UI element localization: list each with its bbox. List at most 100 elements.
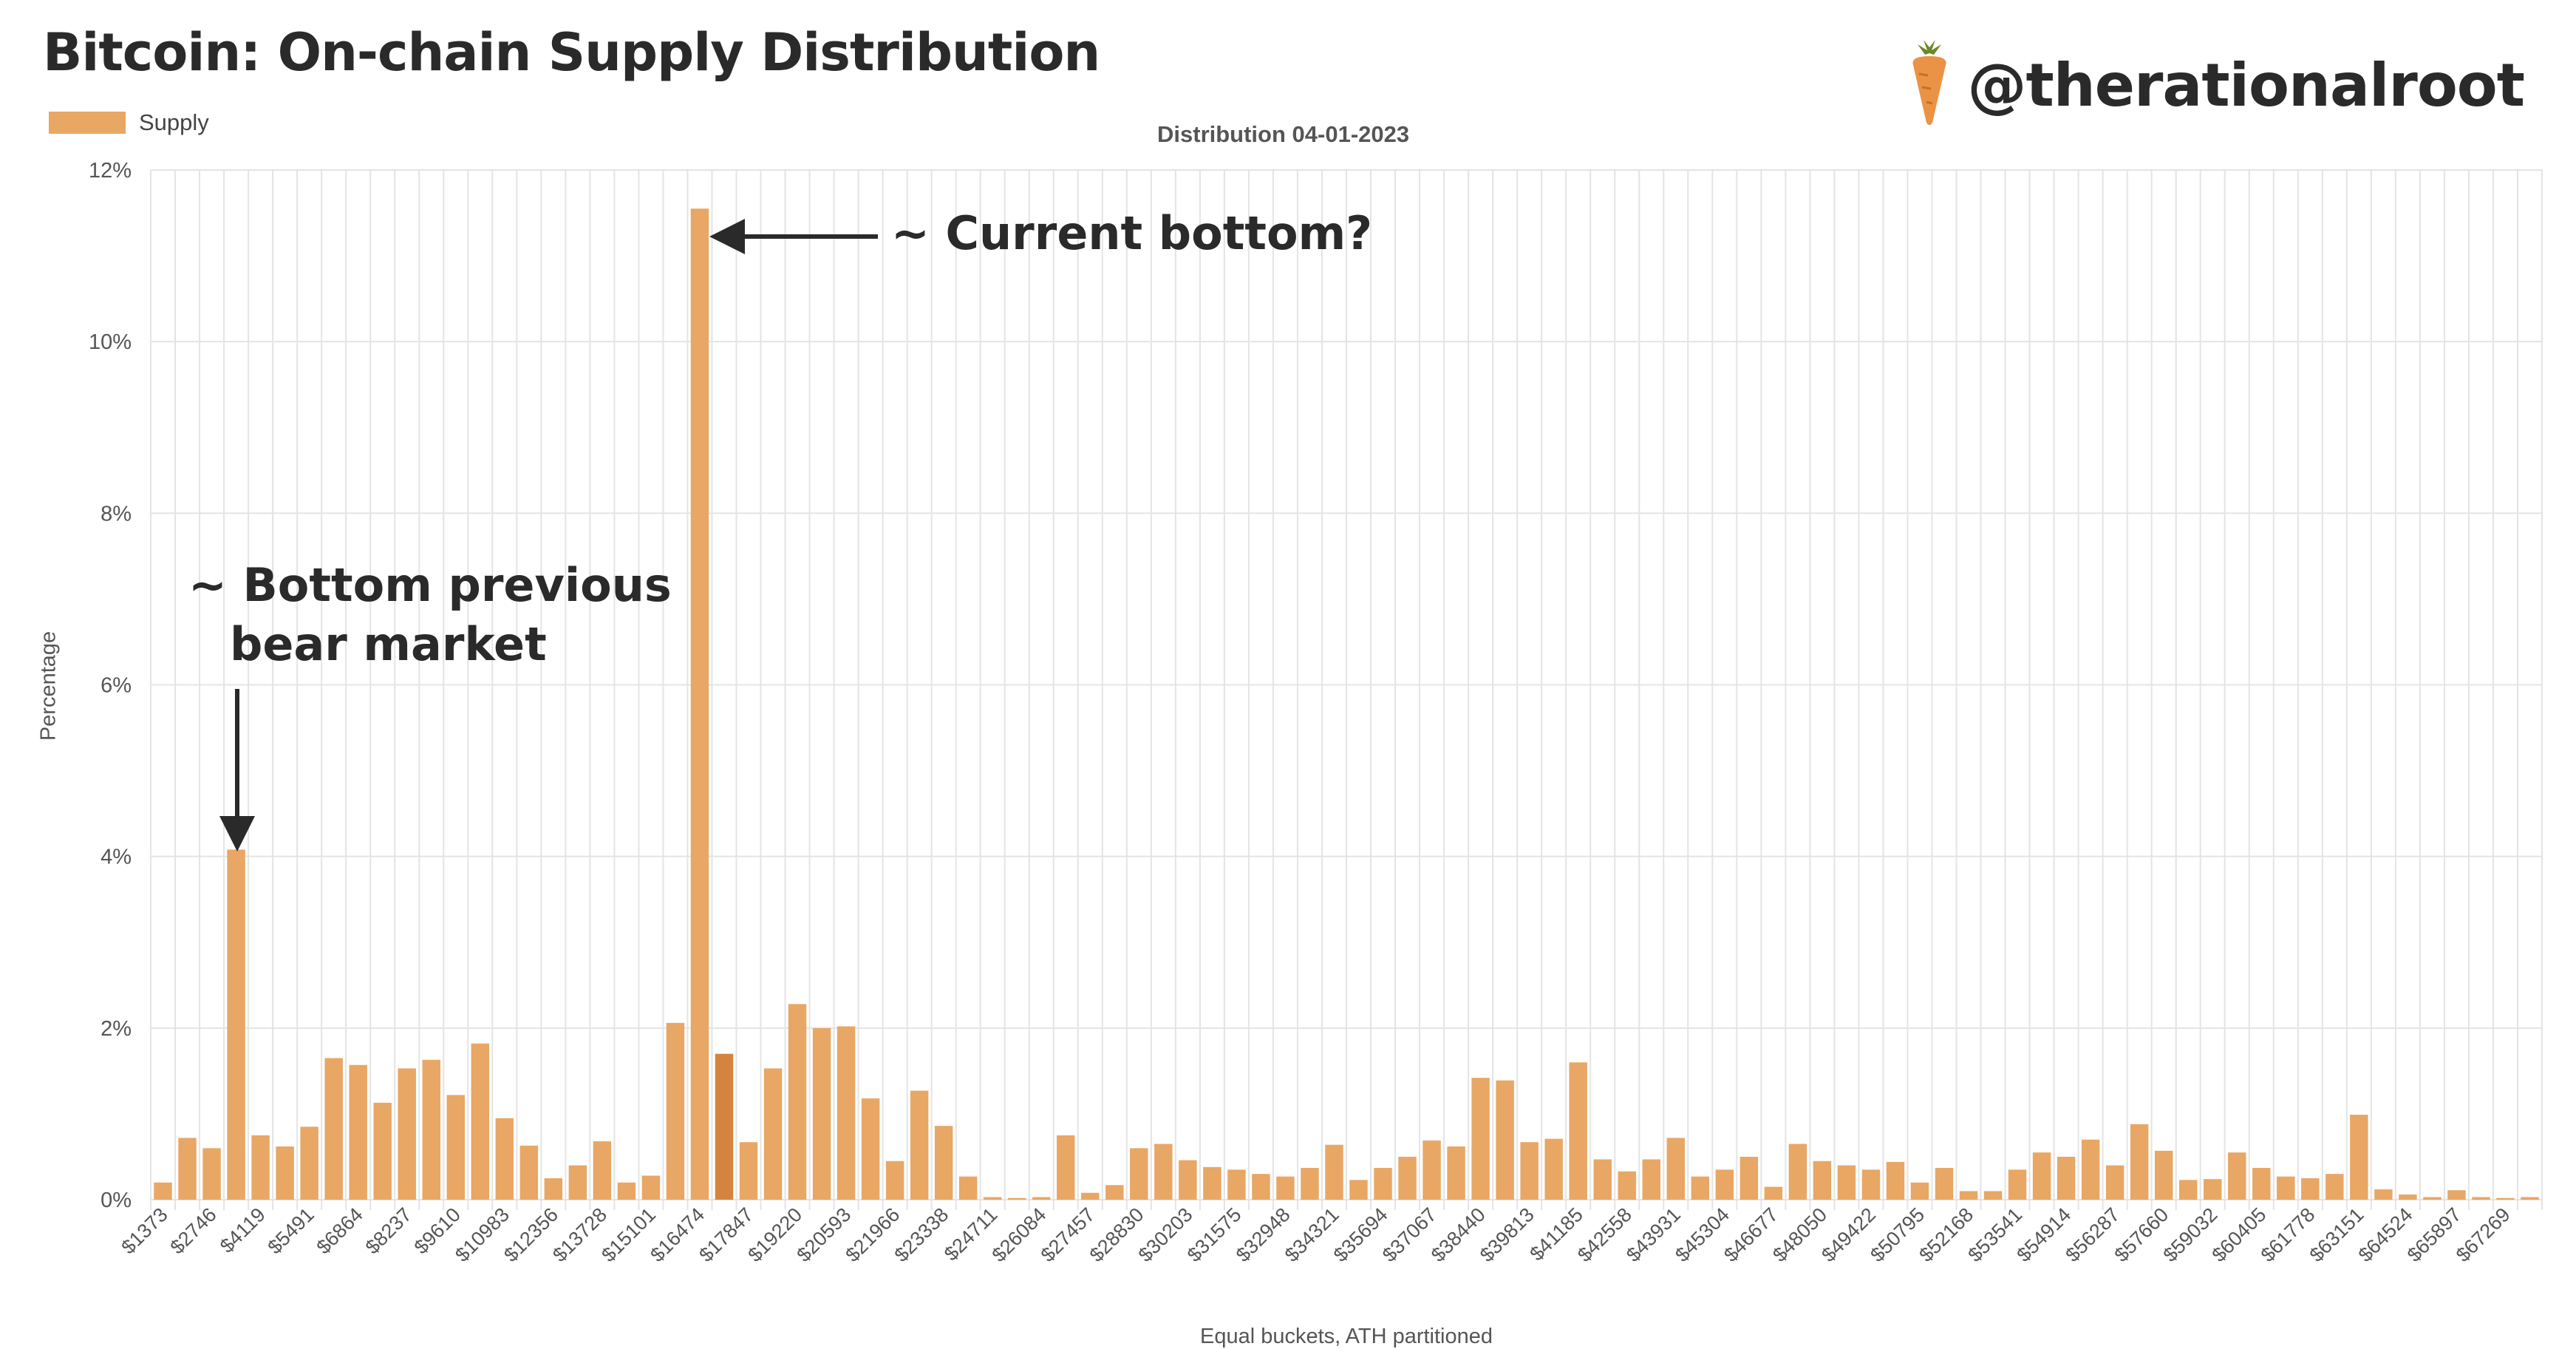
supply-bar[interactable]	[2521, 1197, 2539, 1200]
supply-bar[interactable]	[422, 1059, 440, 1200]
supply-bar[interactable]	[1398, 1156, 1417, 1200]
supply-bar[interactable]	[1447, 1146, 1465, 1200]
supply-bar[interactable]	[1983, 1191, 2003, 1200]
supply-bar[interactable]	[276, 1146, 294, 1200]
supply-bar[interactable]	[861, 1098, 880, 1200]
supply-bar[interactable]	[1788, 1144, 1807, 1200]
supply-bar[interactable]	[2374, 1189, 2393, 1200]
supply-bar[interactable]	[617, 1182, 636, 1200]
supply-bar[interactable]	[568, 1165, 587, 1200]
supply-bar[interactable]	[2057, 1156, 2076, 1200]
supply-bar[interactable]	[763, 1068, 783, 1200]
supply-bar[interactable]	[154, 1182, 172, 1200]
supply-bar[interactable]	[1374, 1168, 1392, 1200]
supply-bar[interactable]	[1422, 1140, 1441, 1200]
supply-bar[interactable]	[2472, 1197, 2490, 1200]
supply-bar[interactable]	[2399, 1195, 2417, 1200]
supply-bar[interactable]	[1276, 1176, 1295, 1200]
supply-bar[interactable]	[1764, 1186, 1783, 1200]
supply-bar[interactable]	[300, 1127, 318, 1200]
supply-bar[interactable]	[1935, 1168, 1954, 1200]
supply-bar[interactable]	[958, 1176, 978, 1200]
supply-bar[interactable]	[715, 1053, 734, 1200]
supply-bar[interactable]	[2496, 1197, 2515, 1200]
supply-bar[interactable]	[934, 1126, 953, 1200]
supply-bar[interactable]	[2008, 1169, 2027, 1200]
supply-bar[interactable]	[227, 849, 245, 1200]
supply-bar[interactable]	[1081, 1192, 1100, 1200]
supply-bar[interactable]	[373, 1102, 392, 1200]
supply-bar[interactable]	[349, 1064, 367, 1200]
supply-bar[interactable]	[1544, 1138, 1563, 1200]
supply-bar[interactable]	[2154, 1150, 2173, 1200]
supply-bar[interactable]	[1666, 1138, 1685, 1200]
supply-bar[interactable]	[2204, 1179, 2222, 1200]
supply-bar[interactable]	[1227, 1169, 1246, 1200]
supply-bar[interactable]	[202, 1148, 221, 1200]
supply-bar[interactable]	[1057, 1135, 1075, 1200]
supply-bar[interactable]	[1520, 1142, 1539, 1200]
supply-bar[interactable]	[1569, 1062, 1587, 1200]
supply-bar[interactable]	[1032, 1197, 1051, 1200]
supply-bar[interactable]	[2032, 1152, 2051, 1200]
supply-bar[interactable]	[788, 1004, 807, 1200]
supply-bar[interactable]	[1813, 1161, 1832, 1200]
supply-bar[interactable]	[2178, 1180, 2198, 1200]
supply-bar[interactable]	[398, 1068, 416, 1200]
supply-bar[interactable]	[1886, 1161, 1905, 1200]
supply-bar[interactable]	[1691, 1176, 1710, 1200]
supply-bar[interactable]	[690, 208, 709, 1200]
supply-bar[interactable]	[910, 1090, 929, 1200]
x-tick-label: $38440	[1427, 1203, 1490, 1266]
supply-bar[interactable]	[1593, 1159, 1612, 1200]
supply-bar[interactable]	[2301, 1178, 2320, 1200]
supply-bar[interactable]	[1008, 1197, 1026, 1200]
supply-bar[interactable]	[836, 1026, 856, 1200]
supply-bar[interactable]	[251, 1135, 270, 1200]
supply-bar[interactable]	[1618, 1171, 1636, 1200]
supply-bar[interactable]	[2228, 1152, 2246, 1200]
supply-bar[interactable]	[1861, 1169, 1881, 1200]
supply-bar[interactable]	[2105, 1165, 2124, 1200]
supply-bar[interactable]	[324, 1058, 343, 1200]
supply-bar[interactable]	[2252, 1168, 2271, 1200]
supply-bar[interactable]	[2350, 1115, 2368, 1200]
supply-bar[interactable]	[983, 1197, 1002, 1200]
supply-bar[interactable]	[1349, 1180, 1368, 1200]
supply-bar[interactable]	[519, 1145, 539, 1200]
supply-bar[interactable]	[739, 1142, 758, 1200]
supply-bar[interactable]	[544, 1178, 563, 1200]
supply-bar[interactable]	[593, 1141, 612, 1200]
supply-bar[interactable]	[1642, 1159, 1660, 1200]
supply-bar[interactable]	[1496, 1080, 1514, 1200]
supply-bar[interactable]	[495, 1118, 514, 1200]
supply-bar[interactable]	[2447, 1190, 2466, 1200]
chart-legend[interactable]: Supply	[49, 109, 209, 136]
supply-bar[interactable]	[1154, 1144, 1173, 1200]
supply-bar[interactable]	[1105, 1185, 1124, 1200]
supply-bar[interactable]	[2081, 1139, 2100, 1200]
supply-bar[interactable]	[1837, 1165, 1856, 1200]
supply-bar[interactable]	[2423, 1197, 2442, 1200]
supply-bar[interactable]	[812, 1027, 831, 1200]
supply-bar[interactable]	[2277, 1176, 2295, 1200]
supply-bar[interactable]	[1301, 1168, 1319, 1200]
supply-bar[interactable]	[178, 1138, 197, 1200]
supply-bar[interactable]	[471, 1043, 489, 1200]
supply-bar[interactable]	[2325, 1174, 2344, 1200]
supply-bar[interactable]	[641, 1175, 661, 1200]
supply-bar[interactable]	[2130, 1124, 2149, 1200]
supply-bar[interactable]	[1471, 1078, 1490, 1200]
supply-bar[interactable]	[1252, 1174, 1270, 1200]
supply-bar[interactable]	[1740, 1156, 1759, 1200]
supply-bar[interactable]	[885, 1161, 904, 1200]
supply-bar[interactable]	[1179, 1160, 1197, 1200]
supply-bar[interactable]	[446, 1095, 465, 1200]
supply-bar[interactable]	[666, 1022, 685, 1200]
supply-bar[interactable]	[1325, 1144, 1343, 1200]
supply-bar[interactable]	[1130, 1148, 1148, 1200]
supply-bar[interactable]	[1715, 1169, 1734, 1200]
supply-bar[interactable]	[1203, 1166, 1221, 1200]
supply-bar[interactable]	[1959, 1191, 1978, 1200]
supply-bar[interactable]	[1910, 1182, 1929, 1200]
